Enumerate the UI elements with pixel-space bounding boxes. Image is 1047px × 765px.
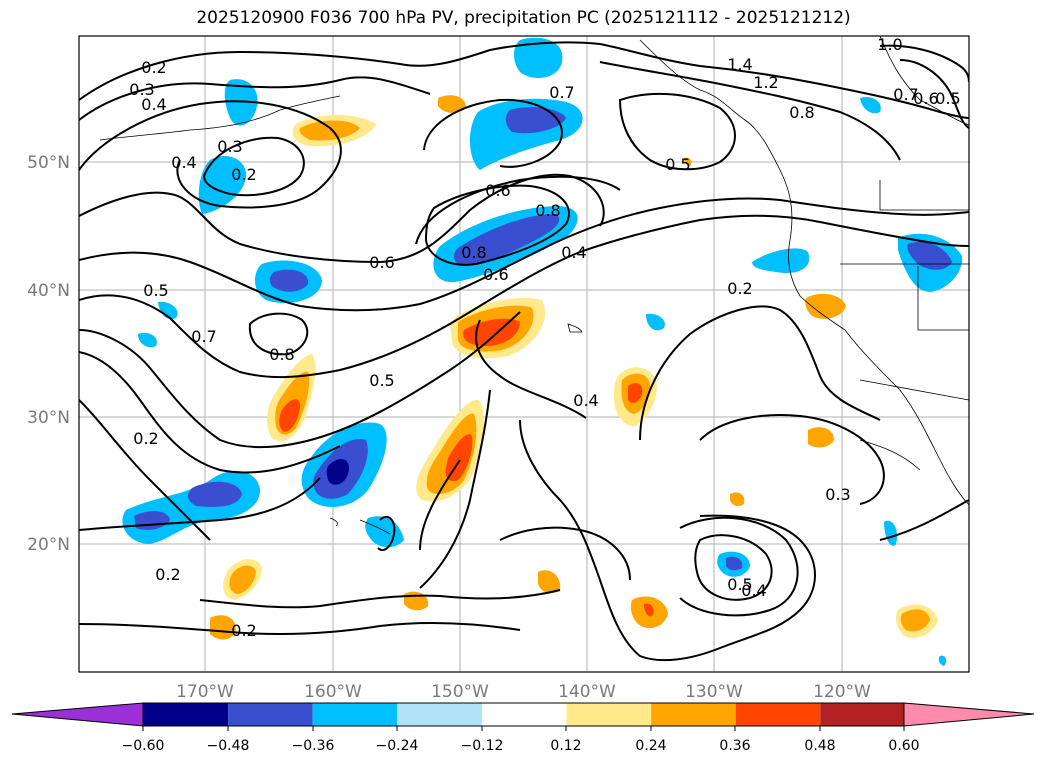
colorbar-tick-label: −0.60: [122, 738, 165, 754]
colorbar-segment: [397, 703, 482, 726]
contour-label: 0.5: [665, 155, 690, 174]
contour-label: 0.2: [231, 165, 256, 184]
colorbar-tick-label: 0.12: [550, 738, 581, 754]
contour-label: 0.2: [133, 429, 158, 448]
colorbar-tick-label: 0.60: [888, 738, 919, 754]
contour-label: 0.6: [485, 181, 510, 200]
colorbar-tick-label: 0.24: [635, 738, 666, 754]
contour-label: 0.4: [573, 391, 598, 410]
contour-labels: 0.2 0.3 0.4 0.3 0.2 0.4 0.6 0.8 0.8 0.6 …: [129, 35, 960, 640]
contour-label: 0.2: [727, 279, 752, 298]
colorbar-ticks: [142, 726, 905, 731]
contour-label: 0.2: [141, 58, 166, 77]
contour-label: 0.8: [269, 345, 294, 364]
colorbar-tick-label: 0.36: [719, 738, 750, 754]
contour-label: 0.3: [825, 485, 850, 504]
contour-label: 0.6: [369, 253, 394, 272]
colorbar-max-extension: [903, 702, 1035, 727]
colorbar-segment: [481, 703, 567, 726]
gridlines: [79, 36, 969, 672]
lon-tick-label: 130°W: [685, 682, 743, 702]
contour-label: 0.2: [231, 621, 256, 640]
contour-label: 0.4: [141, 95, 166, 114]
contour-label: 0.3: [129, 80, 154, 99]
colorbar-segment: [566, 703, 652, 726]
coastlines: [99, 36, 969, 535]
colorbar-tick-label: −0.48: [207, 738, 250, 754]
contour-label: 0.4: [171, 153, 196, 172]
contour-label: 0.6: [913, 89, 938, 108]
contour-label: 0.3: [217, 137, 242, 156]
plot-frame: [78, 35, 970, 673]
map-title: 2025120900 F036 700 hPa PV, precipitatio…: [196, 8, 851, 28]
lon-tick-label: 150°W: [431, 682, 489, 702]
colorbar-segment: [735, 703, 821, 726]
contour-label: 0.2: [155, 565, 180, 584]
contour-label: 0.5: [143, 281, 168, 300]
lat-tick-label: 40°N: [27, 281, 70, 301]
colorbar-tick-labels: −0.60 −0.48 −0.36 −0.24 −0.12 0.12 0.24 …: [122, 738, 920, 754]
contour-label: 0.8: [535, 201, 560, 220]
contour-label: 0.4: [741, 581, 766, 600]
contour-label: 0.5: [727, 575, 752, 594]
lat-tick-label: 50°N: [27, 153, 70, 173]
latitude-axis-labels: 50°N 40°N 30°N 20°N: [27, 153, 70, 555]
colorbar-segment: [820, 703, 904, 726]
map-plot-area: 0.2 0.3 0.4 0.3 0.2 0.4 0.6 0.8 0.8 0.6 …: [79, 35, 969, 672]
contour-label: 0.6: [483, 265, 508, 284]
contour-label: 0.7: [191, 327, 216, 346]
contour-label: 1.2: [753, 73, 778, 92]
lon-tick-label: 120°W: [813, 682, 871, 702]
pv-contours: [79, 41, 969, 662]
colorbar-segment: [228, 703, 313, 726]
colorbar-segment: [651, 703, 736, 726]
contour-label: 0.8: [789, 103, 814, 122]
longitude-axis-labels: 170°W 160°W 150°W 140°W 130°W 120°W: [176, 682, 871, 702]
contour-label: 0.8: [461, 243, 486, 262]
colorbar-segment: [143, 703, 229, 726]
lon-tick-label: 160°W: [304, 682, 362, 702]
colorbar: −0.60 −0.48 −0.36 −0.24 −0.12 0.12 0.24 …: [11, 702, 1035, 754]
colorbar-min-extension: [11, 702, 144, 727]
contour-label: 0.7: [549, 83, 574, 102]
contour-label: 1.4: [727, 55, 752, 74]
contour-label: 0.4: [561, 243, 586, 262]
colorbar-tick-label: 0.48: [804, 738, 835, 754]
contour-label: 0.7: [893, 85, 918, 104]
colorbar-frame: [142, 702, 905, 727]
colorbar-tick-label: −0.24: [376, 738, 419, 754]
contour-label: 1.0: [877, 35, 902, 54]
lon-tick-label: 140°W: [558, 682, 616, 702]
contour-label: 0.5: [935, 89, 960, 108]
lat-tick-label: 20°N: [27, 535, 70, 555]
lon-tick-label: 170°W: [176, 682, 234, 702]
lat-tick-label: 30°N: [27, 408, 70, 428]
colorbar-tick-label: −0.36: [292, 738, 335, 754]
colorbar-tick-label: −0.12: [461, 738, 504, 754]
colorbar-segment: [312, 703, 398, 726]
contour-label: 0.5: [369, 371, 394, 390]
